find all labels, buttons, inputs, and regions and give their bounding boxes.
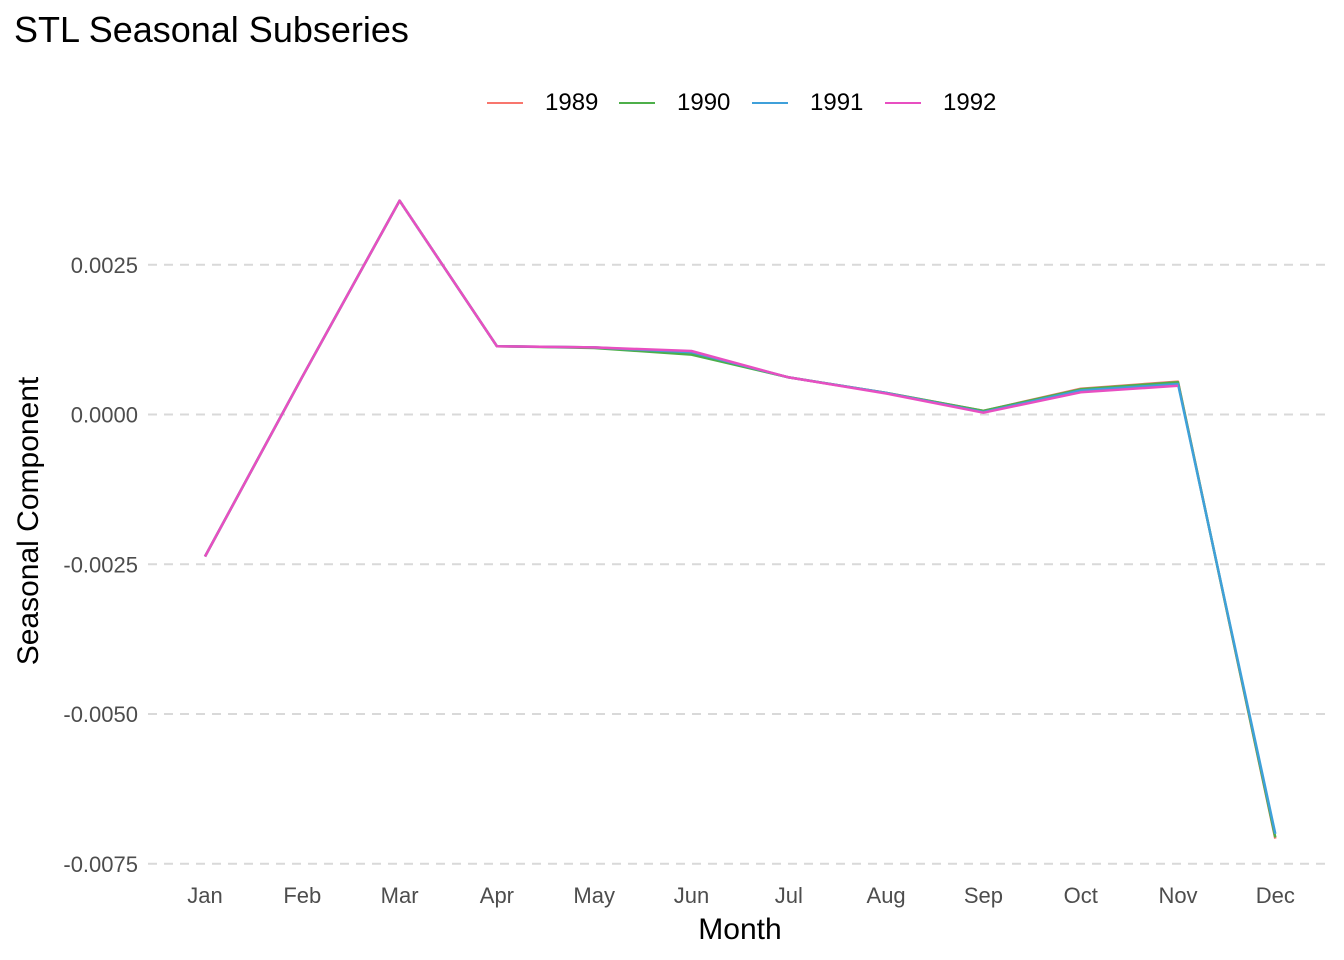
legend-label: 1990 bbox=[677, 89, 731, 116]
legend-item-1991: 1991 bbox=[752, 86, 863, 120]
y-tick-label: -0.0025 bbox=[63, 552, 138, 577]
x-tick-label: Apr bbox=[480, 883, 514, 908]
x-tick-label: Jun bbox=[674, 883, 709, 908]
legend-label: 1992 bbox=[943, 89, 997, 116]
legend-key bbox=[487, 102, 523, 104]
legend-item-1990: 1990 bbox=[619, 86, 730, 120]
y-tick-label: -0.0050 bbox=[63, 702, 138, 727]
series-line-1990 bbox=[203, 199, 1277, 838]
x-tick-label: Mar bbox=[381, 883, 419, 908]
x-tick-label: Feb bbox=[283, 883, 321, 908]
x-tick-label: Nov bbox=[1158, 883, 1197, 908]
legend-label: 1989 bbox=[545, 89, 599, 116]
x-tick-label: May bbox=[573, 883, 615, 908]
x-axis-title: Month bbox=[698, 913, 781, 946]
x-tick-label: Sep bbox=[964, 883, 1003, 908]
y-tick-labels: 0.0025 0.0000 -0.0025 -0.0050 -0.0075 bbox=[63, 253, 138, 877]
x-tick-labels: Jan Feb Mar Apr May Jun Jul Aug Sep Oct Nov Dec bbox=[187, 883, 1295, 908]
series-line-1989 bbox=[203, 199, 1277, 839]
legend-item-1989: 1989 bbox=[487, 86, 598, 120]
x-tick-label: Aug bbox=[867, 883, 906, 908]
y-tick-label: 0.0025 bbox=[71, 253, 138, 278]
grid-lines bbox=[148, 263, 1330, 865]
legend-key bbox=[752, 102, 788, 104]
chart-title: STL Seasonal Subseries bbox=[14, 9, 409, 50]
series-line-1992 bbox=[203, 199, 1179, 558]
legend-item-1992: 1992 bbox=[885, 86, 996, 120]
legend: 1989 1990 1991 1992 bbox=[0, 86, 1344, 120]
x-tick-label: Oct bbox=[1064, 883, 1098, 908]
x-tick-label: Dec bbox=[1256, 883, 1295, 908]
y-axis-title: Seasonal Component bbox=[12, 376, 45, 665]
y-tick-label: 0.0000 bbox=[71, 403, 138, 428]
series-lines bbox=[203, 199, 1277, 839]
series-line-1991 bbox=[203, 199, 1277, 835]
x-tick-label: Jan bbox=[187, 883, 222, 908]
legend-label: 1991 bbox=[810, 89, 864, 116]
legend-key bbox=[885, 102, 921, 104]
y-tick-label: -0.0075 bbox=[63, 852, 138, 877]
legend-key bbox=[619, 102, 655, 104]
x-tick-label: Jul bbox=[775, 883, 803, 908]
